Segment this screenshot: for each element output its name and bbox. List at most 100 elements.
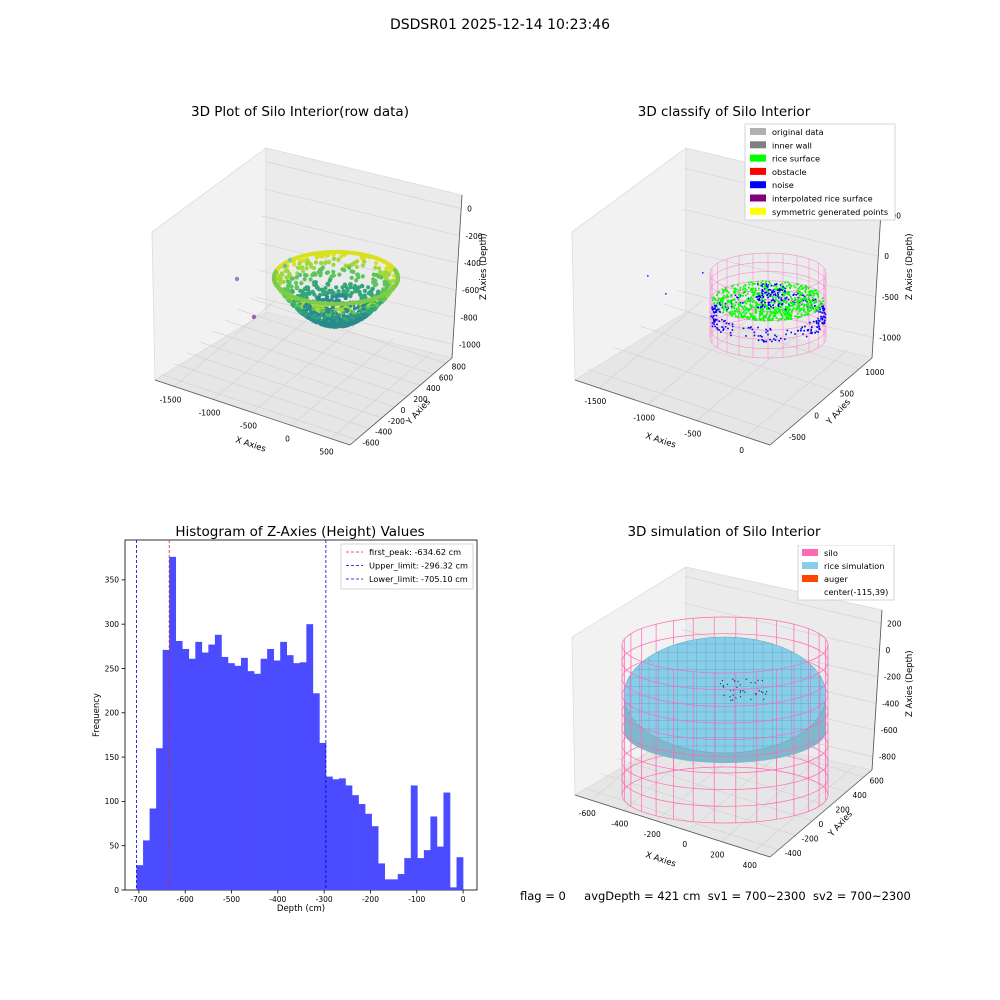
plot2-noise-point (714, 308, 716, 310)
plot2-rice-point (790, 311, 793, 314)
plot2-noise-point (777, 293, 779, 296)
plot1-point (336, 257, 341, 262)
plot2-rice-point (780, 314, 783, 316)
plot2-rice-point (810, 309, 812, 312)
plot2-rice-point (784, 293, 787, 295)
plot2-rice-point (803, 310, 805, 312)
plot2-noise-point (774, 334, 776, 337)
plot2-rice-point (769, 282, 771, 285)
plot1-point (319, 254, 324, 259)
plot2-noise-point (763, 288, 766, 290)
plot2-rice-point (741, 306, 743, 308)
plot2-rice-point (779, 312, 782, 314)
plot2-rice-point (804, 285, 807, 288)
plot2-rice-point (800, 294, 802, 296)
histogram-bar (456, 857, 464, 890)
histogram-x-tick-label: -300 (316, 895, 333, 904)
plot2-rice-point (796, 298, 799, 301)
plot1-point (348, 294, 353, 299)
plot1-point (324, 270, 329, 275)
plot4-silo-ring (621, 661, 829, 690)
plot2-rice-point (734, 304, 737, 306)
plot4-center-point (722, 686, 725, 688)
plot2-outlier-point (647, 275, 649, 277)
histogram-bar (391, 879, 399, 890)
plot2-rice-point (799, 290, 801, 293)
plot2-rice-point (794, 297, 796, 299)
plot2-rice-point (788, 309, 790, 312)
plot2-noise-point (821, 318, 824, 321)
plot2-rice-point (738, 309, 740, 312)
plot4-legend-label: rice simulation (824, 561, 884, 571)
plot2-rice-point (798, 292, 800, 294)
histogram-bar (234, 665, 242, 890)
plot2-rice-point (777, 310, 780, 312)
histogram-x-tick-label: 0 (461, 895, 466, 904)
plot2-rice-point (751, 312, 753, 315)
histogram-bar (221, 656, 229, 890)
p2-z-tick-label: -500 (882, 293, 899, 302)
plot2-rice-point (714, 298, 717, 300)
plot2-rice-point (789, 308, 791, 311)
plot2-rice-point (787, 302, 790, 305)
plot2-noise-point (804, 325, 806, 328)
plot2-rice-point (799, 309, 801, 311)
plot2-rice-point (754, 317, 757, 320)
histogram-bar (378, 863, 385, 890)
plot2-rice-point (738, 304, 740, 306)
p4-x-tick-label: 0 (682, 840, 687, 849)
plot2-noise-point (786, 329, 789, 332)
plot2-rice-point (753, 300, 755, 302)
p1-grid-line (291, 338, 394, 426)
plot1-point (287, 298, 292, 304)
plot2-rice-point (760, 319, 763, 321)
plot2-noise-point (819, 311, 822, 313)
plot4-center-point (734, 697, 736, 699)
plot2-rice-point (749, 316, 752, 318)
plot2-rice-point (804, 291, 807, 294)
plot2-noise-point (820, 315, 822, 318)
plot2-rice-point (804, 290, 807, 292)
plot2-rice-point (783, 292, 785, 294)
plot2-rice-point (739, 296, 742, 298)
plot2-rice-point (772, 317, 774, 320)
plot2-rice-point (803, 305, 805, 307)
histogram-bar (149, 808, 157, 890)
plot2-rice-point (743, 315, 746, 318)
plot2-noise-point (778, 289, 781, 291)
plot2-rice-point (758, 287, 760, 290)
plot2-rice-point (737, 290, 740, 293)
plot2-rice-point (802, 287, 805, 290)
plot2-rice-point (721, 300, 724, 302)
histogram-bar (404, 858, 412, 890)
plot2-noise-point (810, 326, 813, 328)
histogram-bar (201, 652, 209, 890)
plot2-noise-point (781, 303, 783, 306)
plot2-noise-point (751, 328, 754, 331)
plot2-rice-point (786, 306, 789, 309)
plot2-noise-point (756, 306, 759, 309)
plot2-rice-point (724, 307, 727, 309)
plot2-rice-point (760, 311, 762, 314)
plot2-rice-point (801, 292, 803, 295)
plot2-rice-point (783, 301, 785, 303)
plot2-rice-point (768, 319, 770, 322)
plot2-rice-point (734, 290, 737, 293)
plot2-rice-point (712, 297, 715, 300)
plot2-rice-point (817, 294, 819, 297)
plot1-outlier-point (282, 263, 288, 269)
histogram-y-tick-label: 300 (105, 620, 120, 629)
plot2-rice-point (771, 318, 774, 321)
plot2-legend-swatch (750, 154, 766, 162)
p1-y-tick-label: -400 (375, 428, 392, 437)
plot2-rice-point (795, 291, 798, 293)
plot2-rice-point (742, 307, 745, 310)
plot2-noise-point (770, 305, 772, 308)
plot2-noise-point (763, 306, 766, 308)
plot1-point (314, 255, 320, 260)
p1-grid-line (261, 215, 458, 264)
plot1-point (311, 265, 317, 271)
plot2-noise-point (821, 317, 824, 320)
plot1-point (384, 266, 389, 271)
plot1-point (308, 277, 313, 282)
